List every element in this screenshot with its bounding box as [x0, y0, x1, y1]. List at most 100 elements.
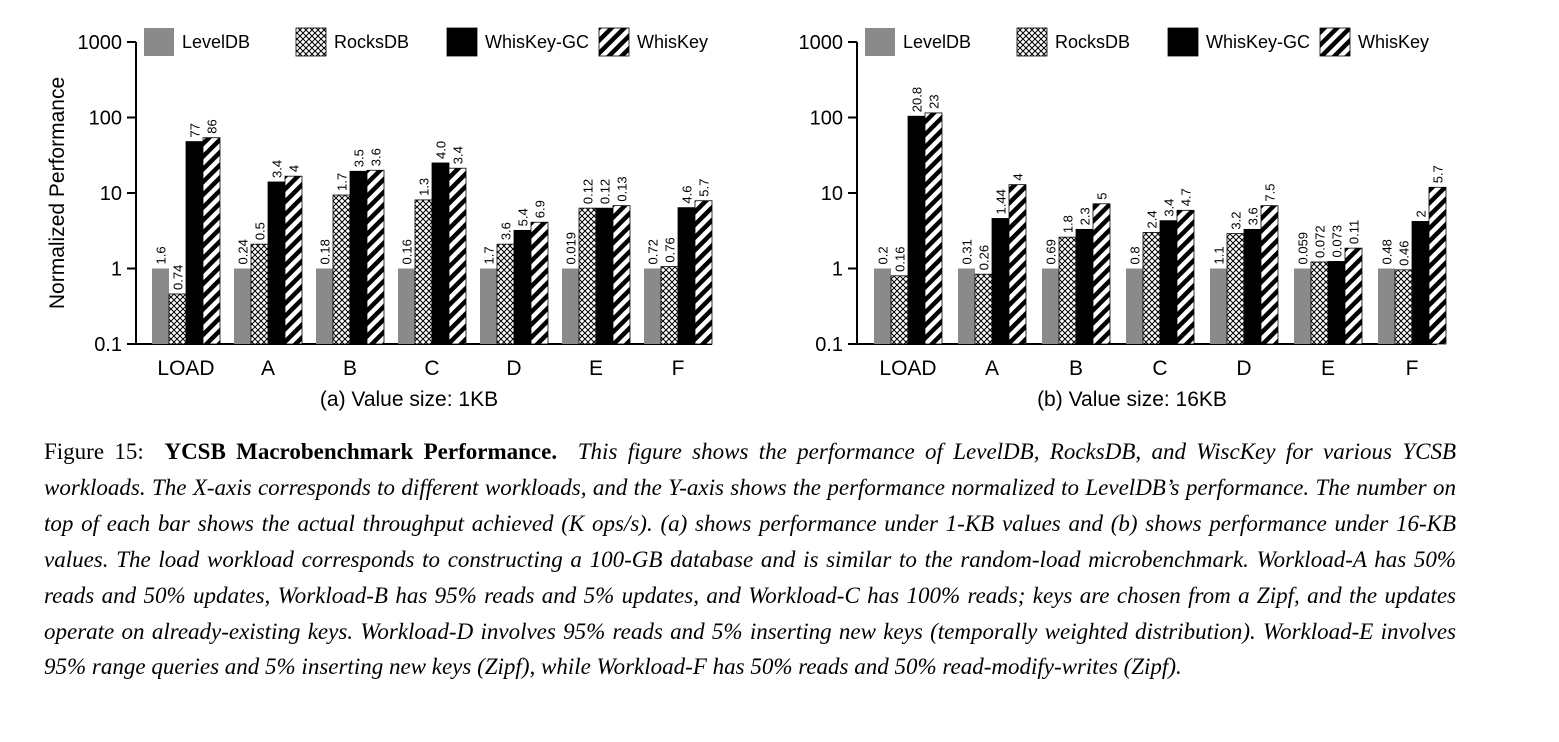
data-label-whiskey-gc-c: 4.0 — [434, 141, 449, 159]
data-label-whiskey-d: 7.5 — [1263, 184, 1278, 202]
bar-rocksdb-e — [578, 207, 597, 345]
data-label-rocksdb-c: 2.4 — [1145, 210, 1160, 228]
x-tick-label-d: D — [1236, 357, 1251, 380]
bar-rocksdb-d — [496, 243, 515, 345]
bar-whiskey-gc-b — [1075, 228, 1094, 345]
x-tick-label-e: E — [1321, 357, 1335, 380]
data-label-leveldb-a: 0.31 — [960, 239, 975, 264]
data-label-leveldb-load: 0.2 — [876, 246, 891, 264]
panel-subtitle: (b) Value size: 16KB — [1037, 388, 1227, 411]
bar-whiskey-e — [612, 205, 631, 345]
x-tick-label-b: B — [1069, 357, 1083, 380]
bar-rocksdb-e — [1310, 261, 1329, 345]
bar-rocksdb-f — [1394, 269, 1413, 345]
data-label-whiskey-f: 5.7 — [1431, 165, 1446, 183]
data-label-rocksdb-e: 0.12 — [581, 179, 596, 204]
legend-swatch-whiskey — [598, 27, 630, 57]
bar-rocksdb-a — [250, 243, 269, 345]
data-label-rocksdb-f: 0.76 — [663, 237, 678, 262]
bar-whiskey-c — [1176, 209, 1195, 345]
bar-whiskey-gc-e — [1327, 261, 1346, 345]
data-label-whiskey-d: 6.9 — [533, 200, 548, 218]
x-tick-label-f: F — [1406, 357, 1419, 380]
data-label-rocksdb-c: 1.3 — [417, 178, 432, 196]
data-label-leveldb-d: 1.1 — [1212, 246, 1227, 264]
bar-whiskey-gc-d — [513, 229, 532, 345]
data-label-whiskey-e: 0.11 — [1347, 220, 1362, 244]
data-label-whiskey-gc-load: 77 — [188, 123, 203, 137]
bar-whiskey-b — [1092, 203, 1111, 345]
caption-text: This figure shows the performance of Lev… — [44, 439, 1457, 680]
data-label-whiskey-gc-load: 20.8 — [910, 87, 925, 112]
x-tick-label-e: E — [589, 357, 603, 380]
data-label-leveldb-e: 0.019 — [564, 232, 579, 265]
caption-title: YCSB Macrobenchmark Performance. — [164, 439, 558, 464]
x-tick-label-d: D — [506, 357, 521, 380]
data-label-leveldb-load: 1.6 — [154, 246, 169, 264]
data-label-leveldb-f: 0.48 — [1380, 239, 1395, 264]
data-label-rocksdb-a: 0.26 — [977, 245, 992, 270]
data-label-rocksdb-f: 0.46 — [1397, 241, 1412, 266]
data-label-whiskey-gc-d: 3.6 — [1246, 207, 1261, 225]
bar-whiskey-d — [1260, 205, 1279, 345]
bar-rocksdb-b — [332, 194, 351, 345]
data-label-whiskey-gc-a: 1.44 — [994, 189, 1009, 214]
bar-whiskey-gc-b — [349, 170, 368, 345]
x-tick-label-a: A — [985, 357, 999, 380]
caption-label: Figure 15: — [44, 439, 144, 464]
bar-whiskey-load — [202, 137, 221, 345]
data-label-leveldb-d: 1.7 — [482, 246, 497, 264]
data-label-whiskey-c: 3.4 — [451, 146, 466, 164]
bar-leveldb-d — [1210, 268, 1227, 344]
bar-whiskey-a — [284, 175, 303, 345]
bar-rocksdb-load — [168, 293, 187, 345]
legend-swatch-rocksdb — [1016, 27, 1048, 57]
bar-whiskey-f — [1428, 186, 1447, 345]
y-tick-label: 100 — [89, 108, 122, 130]
y-tick-label: 10 — [100, 183, 122, 205]
bar-whiskey-gc-e — [595, 207, 614, 345]
bar-whiskey-gc-a — [267, 181, 286, 345]
bar-whiskey-load — [924, 112, 943, 345]
data-label-leveldb-f: 0.72 — [646, 239, 661, 264]
panel-subtitle: (a) Value size: 1KB — [320, 388, 498, 411]
bar-whiskey-gc-d — [1243, 228, 1262, 345]
data-label-whiskey-gc-f: 4.6 — [680, 186, 695, 204]
data-label-leveldb-a: 0.24 — [236, 239, 251, 264]
data-label-whiskey-gc-e: 0.12 — [598, 179, 613, 204]
y-tick-label: 0.1 — [815, 334, 843, 356]
data-label-whiskey-gc-e: 0.073 — [1330, 225, 1345, 258]
bar-rocksdb-c — [414, 199, 433, 345]
data-label-rocksdb-b: 1.7 — [335, 173, 350, 191]
bar-whiskey-gc-a — [991, 218, 1010, 345]
x-tick-label-f: F — [672, 357, 685, 380]
bar-leveldb-e — [1294, 268, 1311, 344]
legend-label-rocksdb: RocksDB — [1055, 32, 1130, 52]
legend-swatch-leveldb — [865, 28, 895, 56]
legend-swatch-whiskey-gc — [446, 27, 478, 57]
bar-rocksdb-load — [890, 275, 909, 345]
bar-leveldb-c — [398, 268, 415, 344]
y-axis-label: Normalized Performance — [46, 77, 69, 309]
bar-whiskey-d — [530, 221, 549, 345]
data-label-leveldb-e: 0.059 — [1296, 232, 1311, 265]
data-label-leveldb-b: 0.18 — [318, 239, 333, 264]
data-label-whiskey-a: 4 — [287, 165, 302, 172]
data-label-leveldb-c: 0.8 — [1128, 246, 1143, 264]
bar-whiskey-gc-load — [185, 141, 204, 345]
x-tick-label-a: A — [261, 357, 275, 380]
bar-rocksdb-b — [1058, 236, 1077, 345]
legend-swatch-whiskey-gc — [1167, 27, 1199, 57]
bar-leveldb-f — [1378, 268, 1395, 344]
bar-whiskey-gc-c — [431, 162, 450, 345]
data-label-whiskey-b: 5 — [1095, 193, 1110, 200]
data-label-rocksdb-d: 3.6 — [499, 222, 514, 240]
data-label-leveldb-b: 0.69 — [1044, 239, 1059, 264]
legend-label-leveldb: LevelDB — [903, 32, 971, 52]
bar-whiskey-gc-f — [1411, 221, 1430, 345]
bar-leveldb-c — [1126, 268, 1143, 344]
bar-leveldb-f — [644, 268, 661, 344]
